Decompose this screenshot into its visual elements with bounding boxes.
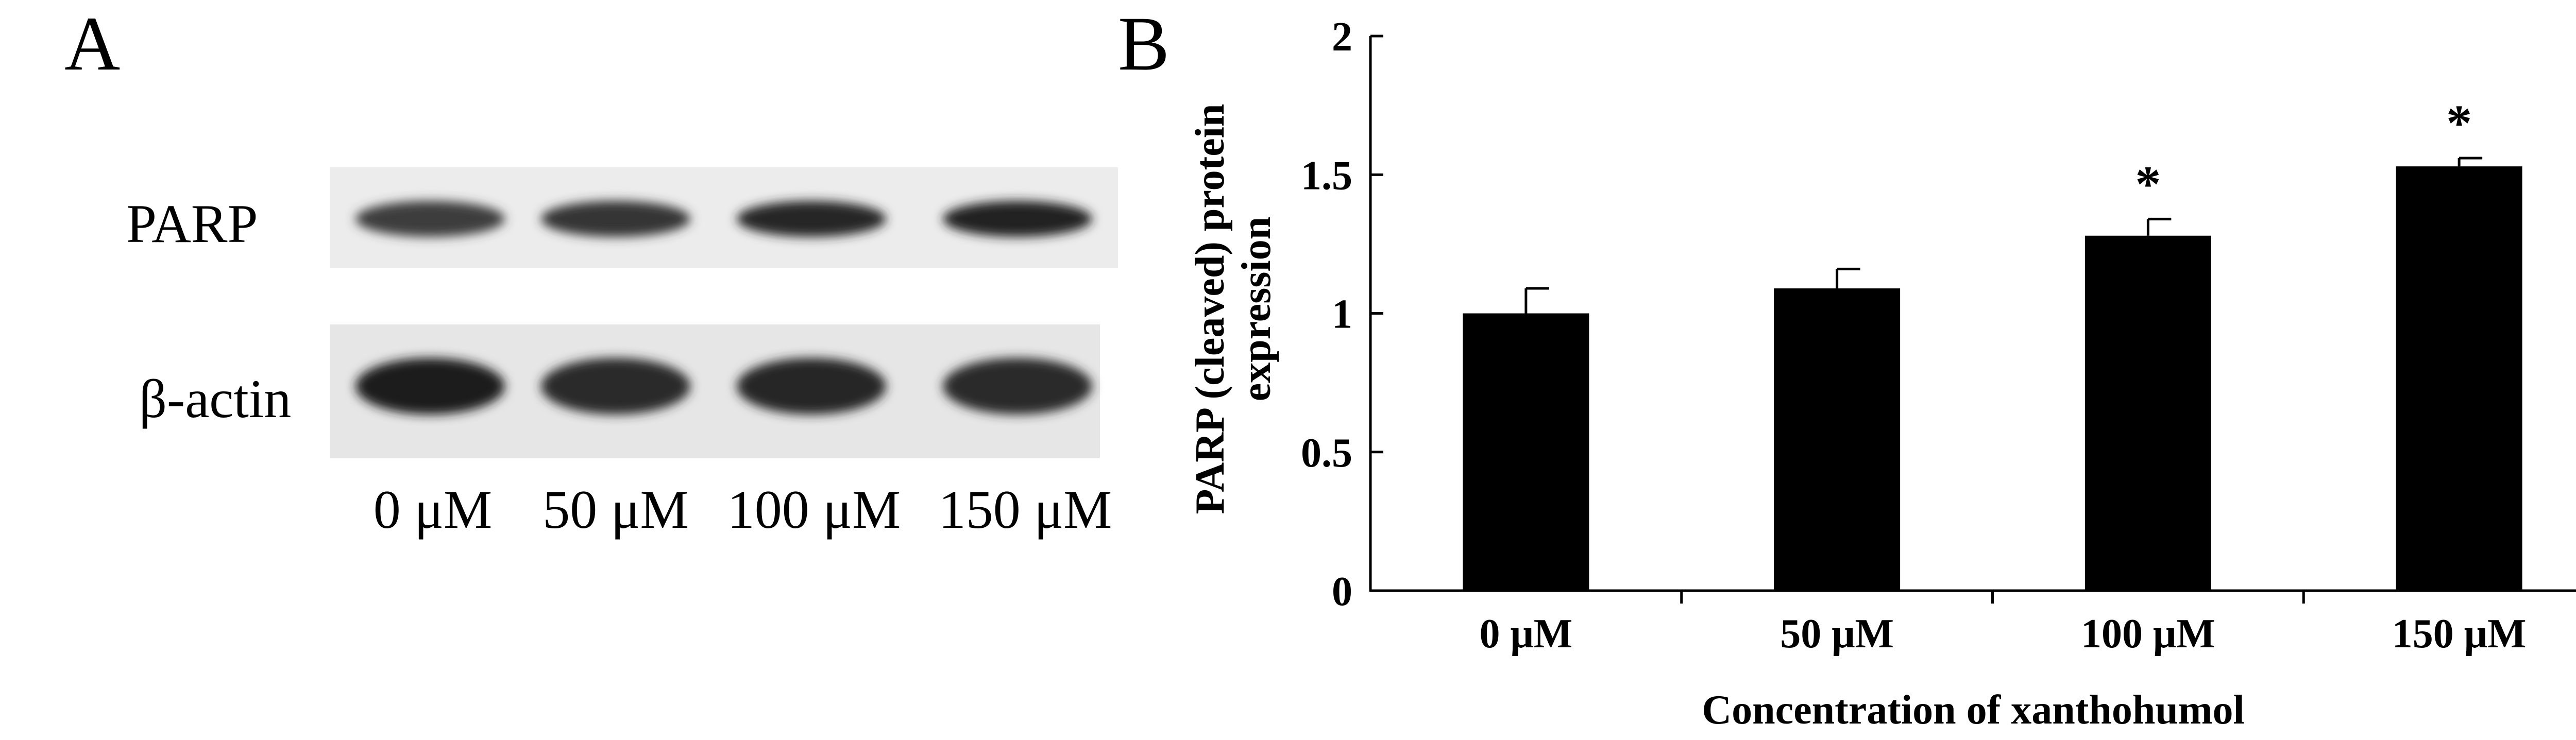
y-tick-label: 1 <box>1332 292 1352 337</box>
blot-band <box>541 201 690 237</box>
y-ticks: 0 0.5 1 1.5 2 <box>1301 14 1383 614</box>
x-ticks <box>1680 591 2305 604</box>
bars: ** <box>1463 94 2522 591</box>
y-axis-title-line2: expression <box>1234 217 1279 402</box>
x-tick-label: 100 μM <box>2081 611 2215 657</box>
x-tick-label: 0 μM <box>1479 611 1572 657</box>
x-tick-label: 50 μM <box>1780 611 1894 657</box>
actin-bands <box>355 358 1092 415</box>
parp-bands <box>355 201 1092 237</box>
y-axis-title: PARP (cleaved) protein expression <box>1188 104 1279 514</box>
y-tick-label: 2 <box>1332 14 1352 60</box>
blot-strip-actin <box>330 324 1100 458</box>
lane-label: 0 μM <box>374 479 493 540</box>
panel-a-letter: A <box>64 1 120 87</box>
blot-label-actin: β-actin <box>139 369 291 429</box>
bar-chart: 00.511.52 ** 0 μM 50 μM 100 μM 150 μM <box>1301 14 2576 657</box>
lane-label: 50 μM <box>543 479 689 540</box>
y-tick-label: 0 <box>1332 569 1352 614</box>
blot-strip-parp <box>330 167 1118 268</box>
y-tick-label: 1.5 <box>1301 153 1352 198</box>
bar <box>2084 235 2211 591</box>
blot-band <box>943 201 1092 237</box>
x-axis-title: Concentration of xanthohumol <box>1702 687 2244 733</box>
lane-label: 150 μM <box>939 479 1112 540</box>
lane-labels: 0 μM 50 μM 100 μM 150 μM <box>374 479 1112 540</box>
bar <box>1463 313 1589 591</box>
y-axis-title-line1: PARP (cleaved) protein <box>1188 104 1233 514</box>
y-tick-label: 0.5 <box>1301 431 1352 476</box>
blot-label-parp: PARP <box>126 194 258 254</box>
panel-b-letter: B <box>1118 1 1170 87</box>
blot-band <box>541 358 690 415</box>
blot-band <box>355 358 505 415</box>
blot-band <box>737 201 886 237</box>
significance-marker: * <box>2446 94 2472 151</box>
lane-label: 100 μM <box>727 479 901 540</box>
blot-band <box>355 201 505 237</box>
significance-marker: * <box>2135 155 2161 212</box>
bar <box>1774 288 1901 591</box>
x-tick-label: 150 μM <box>2392 611 2527 657</box>
x-tick-labels: 0 μM 50 μM 100 μM 150 μM <box>1479 611 2526 657</box>
blot-band <box>943 358 1092 415</box>
blot-band <box>737 358 886 415</box>
bar <box>2396 166 2522 591</box>
